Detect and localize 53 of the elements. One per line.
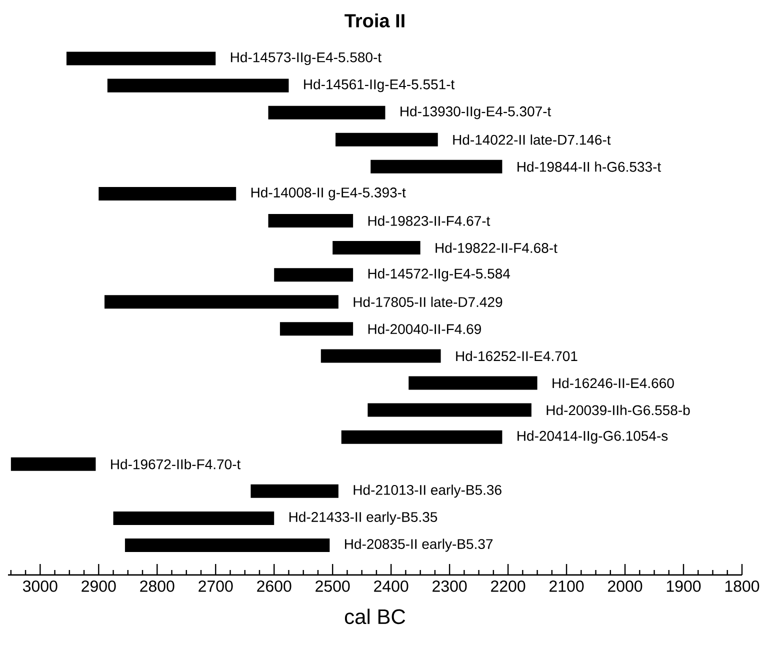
y-tick-label: Hd-21433-II early-B5.35 [289, 512, 438, 525]
y-tick-label: Hd-13930-IIg-E4-5.307-t [400, 106, 552, 120]
x-tick-label: 2000 [608, 580, 642, 592]
x-tick-label: 3000 [22, 580, 58, 592]
bar [268, 106, 386, 120]
x-axis-title: cal BC [344, 608, 406, 624]
y-tick-label: Hd-19672-IIb-F4.70-t [111, 458, 241, 470]
y-tick-label: Hd-19823-II-F4.67-t [368, 216, 490, 226]
y-tick-label: Hd-16252-II-E4.701 [456, 350, 578, 362]
bar [268, 214, 354, 228]
bar [332, 241, 420, 255]
bar [280, 322, 354, 336]
x-tick-label: 2800 [140, 580, 174, 592]
y-tick-label: Hd-19844-II h-G6.533-t [518, 162, 662, 172]
x-tick-label: 2400 [374, 580, 408, 592]
bar [107, 78, 289, 92]
y-tick-label: Hd-14572-IIg-E4-5.584 [368, 268, 510, 282]
x-tick-label: 2300 [432, 580, 467, 592]
bar [124, 538, 330, 552]
y-tick-label: Hd-19822-II-F4.68-t [436, 242, 558, 253]
y-tick-label: Hd-21013-II early-B5.36 [354, 484, 502, 498]
y-tick-label: Hd-16246-II-E4.660 [552, 378, 674, 388]
x-tick-label: 2500 [316, 580, 350, 592]
y-tick-label: Hd-20039-IIh-G6.558-b [546, 404, 690, 416]
y-tick-label: Hd-20040-II-F4.69 [368, 324, 481, 334]
bar [408, 376, 538, 390]
x-tick-label: 2700 [198, 580, 233, 592]
bar [113, 511, 274, 525]
x-tick-label: 1900 [666, 580, 701, 592]
bar [250, 484, 338, 498]
bar [370, 160, 502, 174]
bar [341, 430, 502, 444]
bar [320, 349, 441, 363]
bar [66, 52, 216, 66]
y-tick-label: Hd-20835-II early-B5.37 [345, 538, 493, 552]
y-tick-label: Hd-14573-IIg-E4-5.580-t [230, 52, 382, 66]
bar [98, 186, 236, 200]
bar [104, 295, 338, 309]
y-tick-label: Hd-14008-II g-E4-5.393-t [251, 187, 406, 200]
bar [10, 457, 96, 471]
bar [274, 268, 354, 282]
x-tick-label: 2600 [257, 580, 292, 592]
chart-title: Troia II [344, 14, 404, 28]
x-tick-label: 2900 [82, 580, 116, 592]
bar [336, 132, 438, 146]
y-tick-label: Hd-14022-II late-D7.146-t [453, 134, 611, 145]
bar [368, 403, 532, 417]
y-tick-label: Hd-20414-IIg-G6.1054-s [518, 430, 668, 444]
y-tick-label: Hd-17805-II late-D7.429 [354, 296, 502, 308]
x-tick-label: 2100 [550, 580, 584, 592]
x-tick-label: 1800 [725, 580, 760, 592]
x-tick-label: 2200 [491, 580, 526, 592]
y-tick-label: Hd-14561-IIg-E4-5.551-t [304, 79, 455, 92]
